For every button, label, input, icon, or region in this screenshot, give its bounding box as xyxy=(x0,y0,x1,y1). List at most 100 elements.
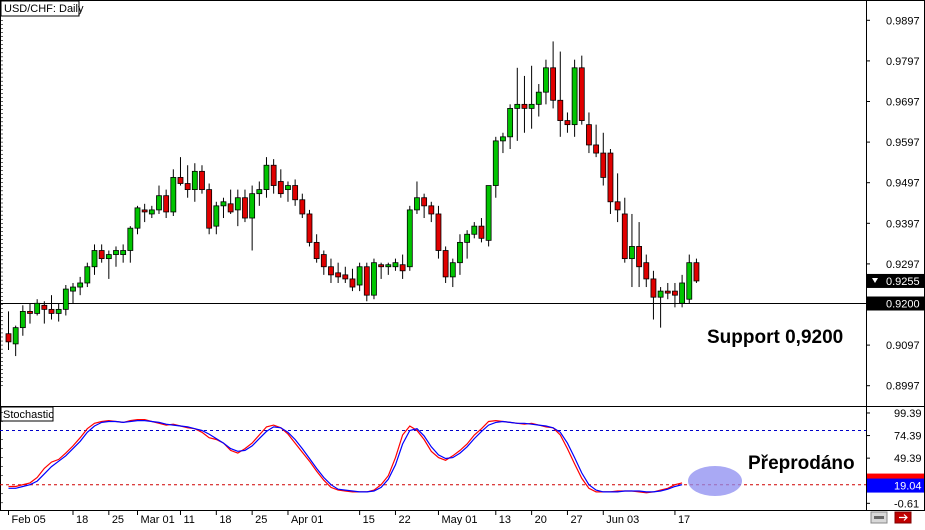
x-tick-label: May 01 xyxy=(441,514,477,525)
candle xyxy=(84,262,91,288)
candle-body xyxy=(335,272,342,278)
price-y-tick-label: 0.9397 xyxy=(886,218,920,230)
candle-body xyxy=(105,254,112,260)
candle xyxy=(120,244,127,263)
candle-body xyxy=(607,152,614,203)
candle xyxy=(578,55,585,125)
x-tick-label: 18 xyxy=(219,514,231,525)
candle-body xyxy=(77,282,84,288)
candle-body xyxy=(256,189,263,195)
price-y-tick-label: 0.9797 xyxy=(886,56,920,68)
x-tick-label: 27 xyxy=(570,514,582,525)
candle-body xyxy=(643,262,650,280)
candle xyxy=(593,124,600,158)
candle xyxy=(41,301,48,324)
candle xyxy=(177,157,184,186)
candle-body xyxy=(457,241,463,264)
candle xyxy=(320,250,327,275)
stoch-y-tick-label: 74.39 xyxy=(894,431,922,443)
candle-body xyxy=(550,67,557,101)
candle-body xyxy=(263,164,270,191)
candle xyxy=(421,193,428,219)
candle-body xyxy=(134,207,141,229)
candle-body xyxy=(177,177,184,184)
candle xyxy=(206,183,213,235)
candle-body xyxy=(292,185,299,201)
candle xyxy=(299,193,306,219)
candle-body xyxy=(406,209,413,268)
candle-body xyxy=(12,327,19,345)
candle-body xyxy=(41,304,48,310)
candle xyxy=(571,59,578,137)
candle xyxy=(435,205,442,259)
candle xyxy=(184,165,191,198)
oversold-annotation: Přeprodáno xyxy=(748,453,855,474)
x-tick-label: 17 xyxy=(678,514,690,525)
candle xyxy=(521,75,528,133)
candle xyxy=(607,149,614,214)
candle-body xyxy=(421,197,428,207)
candle xyxy=(657,287,664,328)
candle xyxy=(693,258,700,283)
support-price-label: 0.9200 xyxy=(886,299,920,311)
candle xyxy=(5,311,12,350)
candle-body xyxy=(521,103,528,109)
candle-body xyxy=(70,286,76,292)
candle-body xyxy=(593,144,600,154)
candle-body xyxy=(328,266,334,276)
candle xyxy=(91,244,98,275)
candle xyxy=(27,303,33,324)
candle xyxy=(378,262,385,279)
candle-body xyxy=(478,225,485,239)
price-title-box xyxy=(0,0,80,17)
candle xyxy=(471,222,478,239)
stochastic-pane: Stochastic99.3974.3949.3924.39-0.61Přepr… xyxy=(0,406,924,510)
candle xyxy=(392,258,399,271)
candle xyxy=(485,185,492,247)
candle xyxy=(270,159,277,194)
candle xyxy=(163,189,170,219)
candle xyxy=(664,282,671,300)
candle xyxy=(629,213,635,288)
price-y-tick-label: 0.9497 xyxy=(886,178,920,190)
candle-body xyxy=(600,152,607,178)
candle-body xyxy=(342,274,349,280)
candle-body xyxy=(672,290,678,296)
candle xyxy=(557,51,564,137)
price-y-tick-label: 0.9597 xyxy=(886,137,920,149)
candle-body xyxy=(586,124,592,146)
candle xyxy=(478,218,485,243)
candle xyxy=(48,295,55,320)
candle xyxy=(363,262,370,302)
candle-body xyxy=(629,246,635,260)
candle xyxy=(213,201,220,235)
last-price-marker xyxy=(867,273,924,288)
x-tick-label: Mar 01 xyxy=(140,514,174,525)
x-tick-label: 15 xyxy=(363,514,375,525)
candle xyxy=(220,197,227,219)
candle-body xyxy=(392,262,399,268)
candle xyxy=(349,268,356,292)
candle xyxy=(414,181,420,214)
candle xyxy=(442,246,449,283)
candle xyxy=(428,201,435,223)
candle-body xyxy=(578,67,585,121)
close-pane-icon[interactable] xyxy=(894,511,912,524)
price-y-tick-label: 0.8997 xyxy=(886,381,920,393)
candle-body xyxy=(500,136,506,142)
price-y-tick-label: 0.9697 xyxy=(886,97,920,109)
x-tick-label: Feb 05 xyxy=(12,514,46,525)
down-arrow-icon xyxy=(872,277,878,283)
price-y-tick-label: 0.9297 xyxy=(886,259,920,271)
candle-body xyxy=(679,282,686,304)
candle xyxy=(672,282,678,308)
candle xyxy=(643,254,650,288)
candle-body xyxy=(184,183,191,191)
candle-body xyxy=(127,227,134,251)
candle-body xyxy=(435,213,442,251)
candle xyxy=(170,169,177,216)
scroll-left-icon[interactable] xyxy=(870,511,888,524)
candle xyxy=(686,254,693,304)
candle xyxy=(586,112,592,154)
